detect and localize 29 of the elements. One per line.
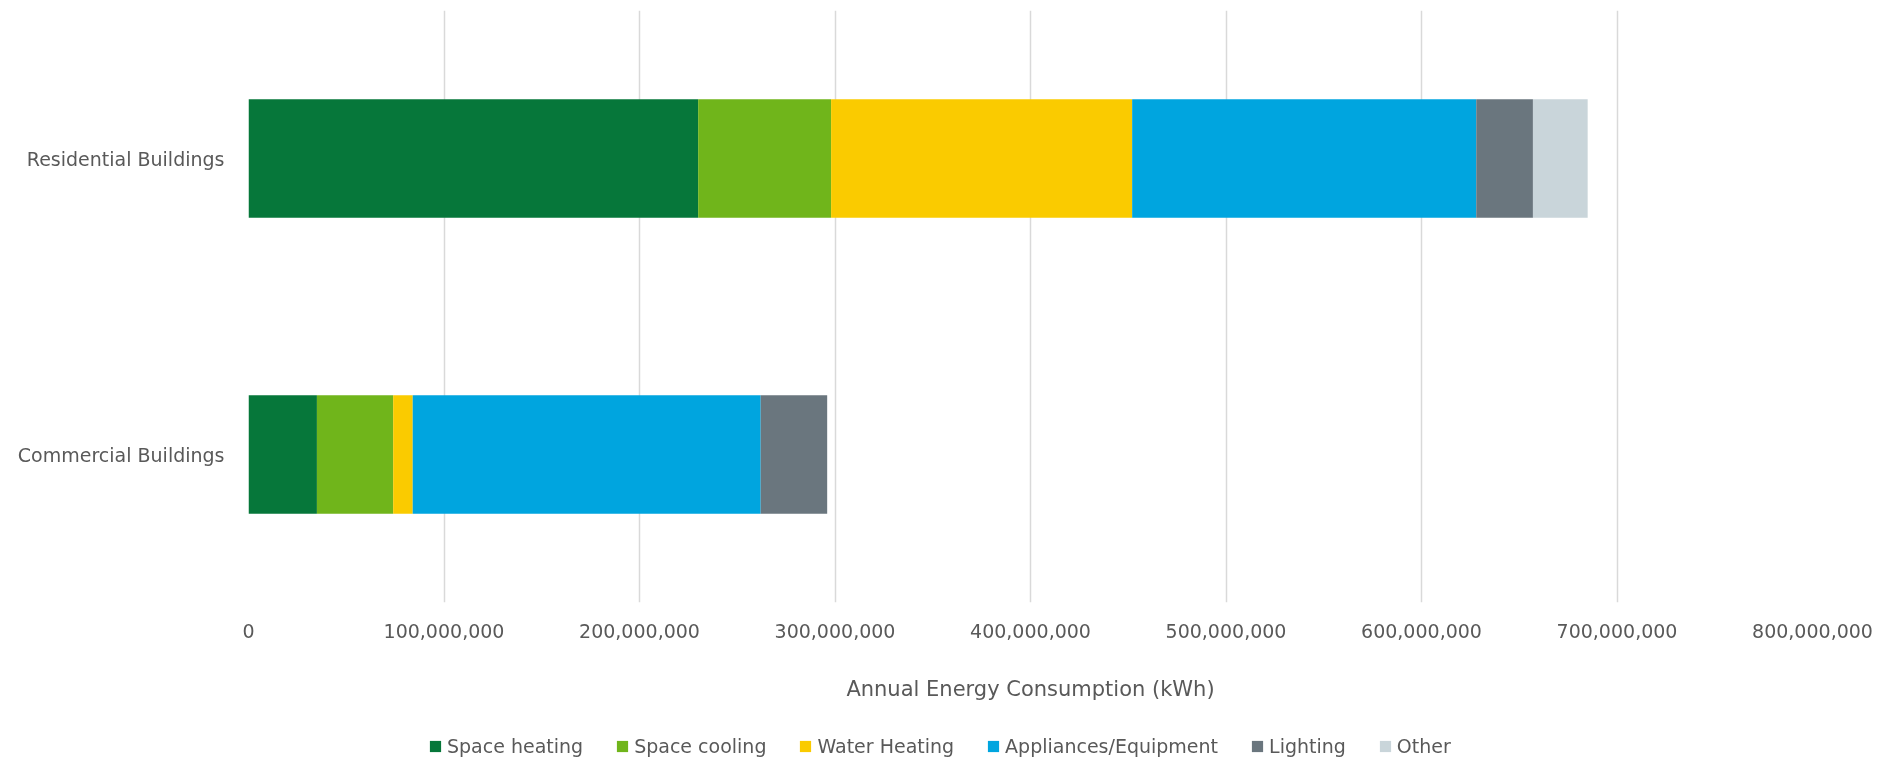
legend-label: Appliances/Equipment	[1005, 735, 1219, 757]
y-tick-label: Commercial Buildings	[17, 443, 225, 466]
bar	[393, 395, 413, 514]
bar	[698, 99, 832, 218]
bar	[831, 99, 1133, 218]
bar	[1476, 99, 1533, 218]
x-tick-label: 100,000,000	[383, 619, 505, 642]
x-tick-label: 300,000,000	[774, 619, 896, 642]
bar	[1132, 99, 1477, 218]
legend-label: Other	[1396, 735, 1451, 757]
bar	[248, 395, 317, 514]
x-tick-label: 800,000,000	[1752, 619, 1873, 642]
x-axis-title: Annual Energy Consumption (kWh)	[846, 676, 1215, 701]
bar	[760, 395, 828, 514]
x-tick-label: 0	[242, 619, 255, 642]
legend-label: Water Heating	[817, 735, 955, 757]
x-tick-label: 400,000,000	[970, 619, 1091, 642]
legend-label: Lighting	[1269, 735, 1346, 757]
x-tick-label: 700,000,000	[1556, 619, 1678, 642]
bar	[1532, 99, 1588, 218]
y-tick-label: Residential Buildings	[26, 147, 225, 170]
x-tick-label: 500,000,000	[1165, 619, 1287, 642]
bar	[412, 395, 761, 514]
bar	[248, 99, 699, 218]
bar	[316, 395, 394, 514]
legend-label: Space heating	[447, 735, 584, 757]
x-tick-label: 600,000,000	[1361, 619, 1482, 642]
legend-label: Space cooling	[634, 735, 767, 757]
x-tick-label: 200,000,000	[579, 619, 700, 642]
